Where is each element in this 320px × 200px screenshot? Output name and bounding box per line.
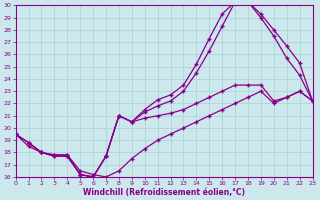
X-axis label: Windchill (Refroidissement éolien,°C): Windchill (Refroidissement éolien,°C) (83, 188, 245, 197)
